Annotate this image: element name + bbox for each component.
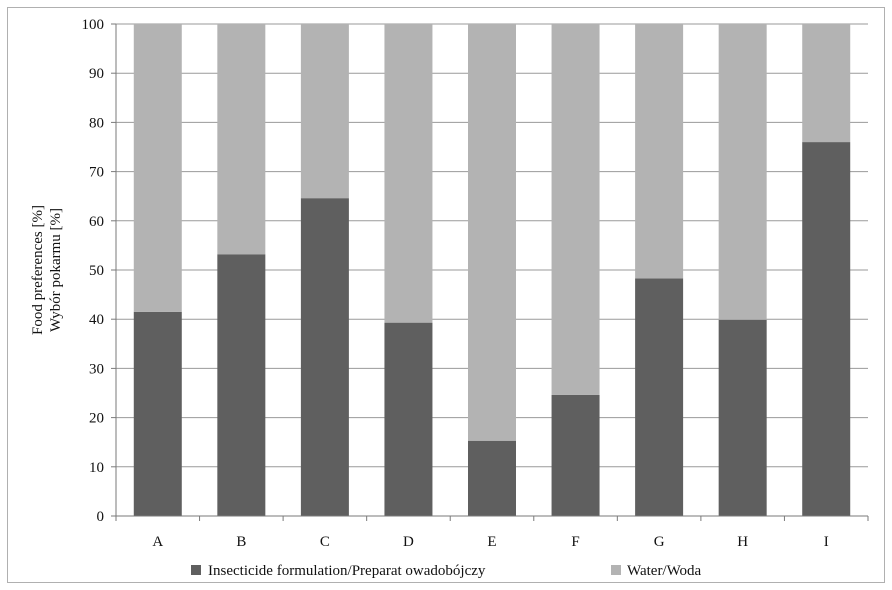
y-tick-label: 10	[89, 460, 104, 476]
x-tick-labels: A B C D E F G H I	[152, 534, 828, 550]
y-axis-title: Food preferences [%] Wybór pokarmu [%]	[30, 205, 64, 335]
bar-c-series-0	[300, 198, 349, 516]
y-tick-label: 90	[89, 66, 104, 82]
y-tick-label: 0	[97, 509, 105, 525]
x-tick-label: D	[403, 534, 414, 550]
bar-a-series-0	[133, 311, 182, 516]
bar-i-series-0	[802, 142, 851, 516]
x-tick-label: A	[152, 534, 163, 550]
y-axis-title-line-1: Food preferences [%]	[30, 205, 46, 335]
bar-c-series-1	[300, 24, 349, 199]
x-tick-label: H	[737, 534, 748, 550]
bar-f-series-1	[551, 24, 600, 395]
bar-a-series-1	[133, 24, 182, 312]
y-tick-label: 60	[89, 214, 104, 230]
y-tick-label: 40	[89, 312, 104, 328]
bar-d-series-0	[384, 322, 433, 516]
bar-e-series-1	[468, 24, 516, 441]
y-tick-label: 20	[89, 411, 104, 427]
y-tick-labels: 0 10 20 30 40 50 60 70 80 90 100	[82, 17, 105, 525]
bar-b-series-0	[217, 254, 266, 517]
bar-d-series-1	[384, 24, 433, 323]
bar-g-series-0	[635, 278, 684, 516]
legend-label-water: Water/Woda	[627, 563, 702, 579]
y-tick-label: 70	[89, 165, 104, 181]
x-tick-label: G	[654, 534, 665, 550]
bar-f-series-0	[551, 394, 600, 516]
bar-b-series-1	[217, 24, 266, 255]
y-tick-label: 100	[82, 17, 105, 33]
axes	[115, 24, 869, 521]
y-tick-label: 80	[89, 115, 104, 131]
y-tick-label: 30	[89, 361, 104, 377]
legend-swatch-insecticide	[191, 565, 201, 575]
x-tick-label: E	[487, 534, 496, 550]
y-tick-label: 50	[89, 263, 104, 279]
bars	[133, 24, 851, 517]
x-tick-label: F	[571, 534, 579, 550]
legend: Insecticide formulation/Preparat owadobó…	[191, 563, 702, 579]
bar-h-series-1	[718, 24, 767, 320]
y-axis-title-line-2: Wybór pokarmu [%]	[48, 208, 64, 332]
bar-g-series-1	[635, 24, 684, 279]
x-tick-label: C	[320, 534, 330, 550]
bar-e-series-0	[468, 440, 516, 516]
legend-label-insecticide: Insecticide formulation/Preparat owadobó…	[208, 563, 486, 579]
x-tick-label: I	[824, 534, 829, 550]
bar-h-series-0	[718, 319, 767, 516]
bar-i-series-1	[802, 24, 851, 143]
legend-swatch-water	[611, 565, 621, 575]
x-tick-label: B	[236, 534, 246, 550]
